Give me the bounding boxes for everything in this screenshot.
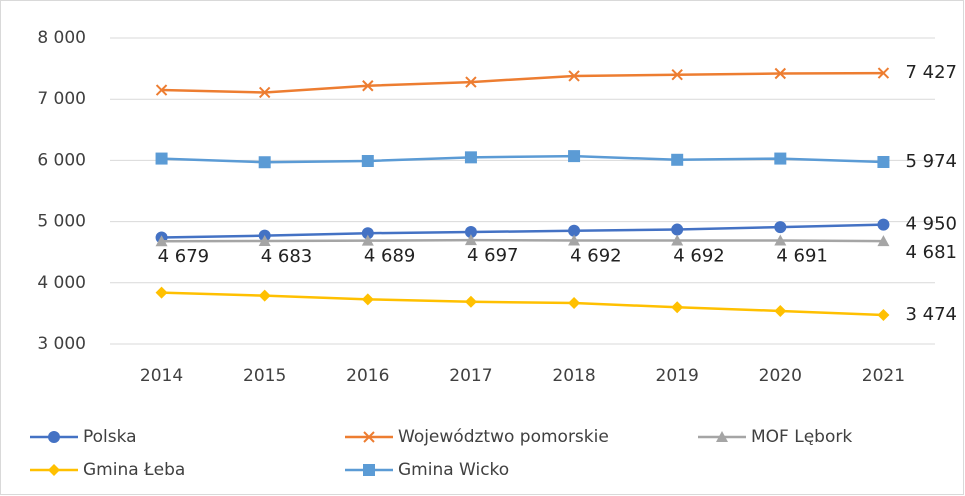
marker: [568, 150, 581, 163]
marker: [361, 155, 374, 168]
marker: [671, 153, 684, 166]
data-label: 4 691: [776, 246, 828, 267]
marker: [258, 289, 271, 302]
x-tick-label: 2014: [140, 366, 183, 386]
marker: [568, 296, 581, 309]
marker: [671, 69, 683, 81]
marker: [155, 84, 168, 96]
x-tick-label: 2021: [862, 366, 905, 386]
marker: [361, 227, 374, 240]
marker: [568, 224, 581, 237]
y-tick-label: 4 000: [37, 273, 86, 293]
marker: [464, 226, 477, 239]
marker: [774, 152, 787, 165]
marker: [877, 67, 890, 79]
y-tick-label: 5 000: [37, 212, 86, 232]
marker: [464, 295, 477, 308]
y-tick-label: 8 000: [37, 28, 86, 48]
marker: [464, 151, 477, 164]
marker: [48, 464, 60, 476]
marker: [568, 70, 580, 82]
marker: [671, 301, 684, 314]
legend-label: Województwo pomorskie: [398, 427, 609, 447]
marker: [465, 76, 477, 88]
marker: [671, 234, 684, 246]
marker: [363, 464, 375, 476]
series-line: [161, 291, 884, 317]
marker: [568, 234, 581, 246]
marker: [258, 86, 271, 99]
data-label: 4 689: [364, 246, 416, 267]
x-tick-label: 2019: [656, 366, 699, 386]
data-label: 5 974: [905, 151, 957, 172]
marker: [774, 221, 787, 234]
marker: [155, 152, 168, 165]
x-tick-label: 2015: [243, 366, 286, 386]
x-tick-label: 2016: [346, 366, 389, 386]
marker: [155, 286, 168, 299]
marker: [48, 431, 60, 443]
marker: [774, 234, 787, 246]
data-label: 4 683: [261, 246, 313, 267]
marker: [258, 156, 271, 169]
marker: [774, 67, 787, 80]
x-tick-label: 2017: [449, 366, 492, 386]
marker: [464, 234, 477, 246]
x-tick-label: 2020: [759, 366, 802, 386]
x-tick-label: 2018: [552, 366, 595, 386]
y-tick-label: 3 000: [37, 334, 86, 354]
y-tick-label: 7 000: [37, 89, 86, 109]
data-label: 4 692: [673, 245, 725, 266]
data-label: 4 950: [905, 214, 957, 235]
data-label: 7 427: [905, 62, 957, 83]
marker: [774, 304, 787, 317]
series-line: [161, 154, 884, 164]
data-label: 4 681: [905, 242, 957, 263]
legend-label: Gmina Łeba: [83, 460, 185, 480]
marker: [877, 218, 890, 231]
data-label: 3 474: [905, 304, 957, 325]
marker: [155, 235, 168, 247]
data-label: 4 692: [570, 245, 622, 266]
legend-label: Gmina Wicko: [398, 460, 509, 480]
marker: [361, 293, 374, 306]
legend-label: Polska: [83, 427, 137, 447]
marker: [362, 80, 374, 92]
marker: [716, 431, 728, 442]
series-line: [161, 238, 884, 243]
marker: [671, 223, 684, 236]
y-tick-label: 6 000: [37, 150, 86, 170]
marker: [877, 235, 890, 247]
series-line: [161, 223, 884, 239]
data-label: 4 697: [467, 245, 519, 266]
series-line: [161, 71, 884, 94]
marker: [258, 235, 271, 247]
marker: [363, 431, 375, 443]
marker: [877, 308, 890, 321]
legend-label: MOF Lębork: [751, 427, 852, 447]
marker: [877, 155, 890, 168]
marker: [361, 234, 374, 246]
data-label: 4 679: [158, 246, 210, 267]
